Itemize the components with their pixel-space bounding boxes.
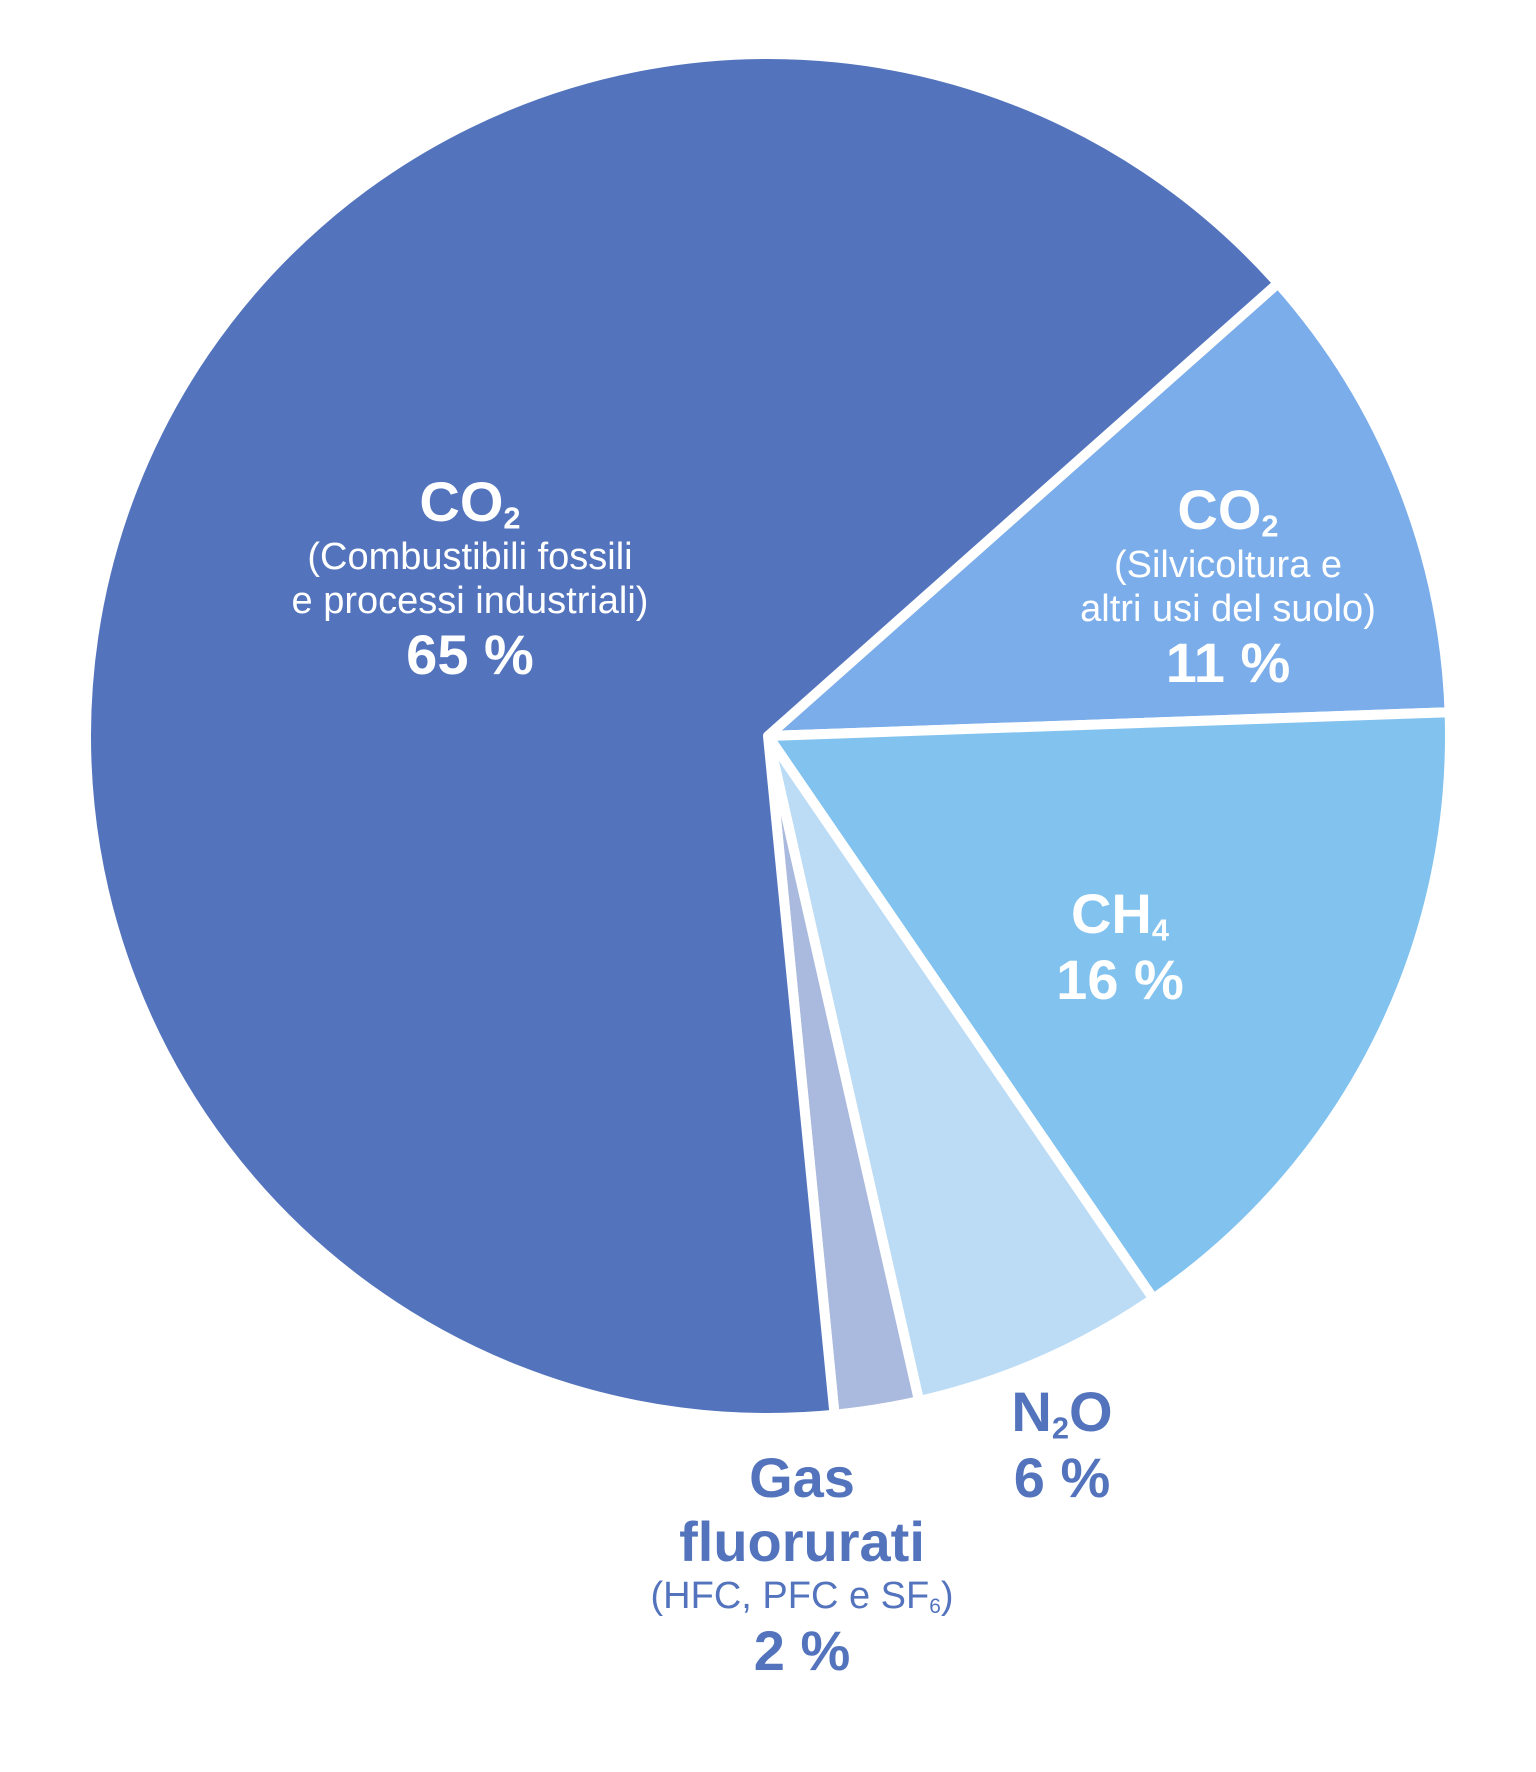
label-co2-landuse-subscript: 2: [1261, 508, 1279, 544]
label-fluorinated-desc: (HFC, PFC e SF: [650, 1574, 930, 1617]
label-co2-landuse-formula: CO: [1177, 478, 1262, 541]
label-ch4-formula: CH: [1070, 882, 1152, 945]
slice-n2o: [763, 731, 1159, 1407]
label-co2-fossil-desc1: (Combustibili fossili: [307, 536, 633, 579]
label-n2o-formula: N: [1011, 1380, 1052, 1443]
label-n2o-value: 6 %: [1013, 1446, 1111, 1510]
label-fluorinated-name1: Gas: [749, 1446, 855, 1509]
label-fluorinated: Gas fluorurati (HFC, PFC e SF6) 2 %: [651, 1446, 954, 1683]
label-fluorinated-value: 2 %: [753, 1619, 851, 1683]
slice-co2-landuse: [763, 278, 1455, 741]
label-fluorinated-desc-subscript: 6: [929, 1595, 941, 1618]
label-n2o-formula-tail: O: [1069, 1380, 1113, 1443]
label-ch4-subscript: 4: [1151, 912, 1170, 948]
label-ch4: CH4 16 %: [1056, 882, 1184, 1012]
label-ch4-value: 16 %: [1056, 948, 1184, 1012]
slice-ch4: [763, 707, 1455, 1304]
label-co2-fossil-desc2: e processi industriali): [291, 579, 649, 622]
label-co2-landuse-value: 11 %: [1165, 631, 1291, 695]
label-co2-fossil-formula: CO: [419, 470, 504, 533]
label-co2-landuse-desc2: altri usi del suolo): [1080, 587, 1376, 630]
label-fluorinated-name2: fluorurati: [679, 1510, 925, 1574]
label-co2-fossil: CO2 (Combustibili fossili e processi ind…: [292, 470, 649, 688]
label-co2-fossil-subscript: 2: [503, 500, 521, 536]
label-co2-landuse-desc1: (Silvicoltura e: [1113, 544, 1343, 587]
slice-co2-fossil: [81, 49, 1283, 1424]
label-co2-landuse: CO2 (Silvicoltura e altri usi del suolo)…: [1080, 478, 1376, 696]
label-co2-fossil-value: 65 %: [406, 623, 534, 687]
label-n2o-subscript: 2: [1051, 1410, 1070, 1446]
label-n2o: N2O 6 %: [1011, 1380, 1112, 1510]
label-fluorinated-desc-end: ): [940, 1574, 954, 1617]
